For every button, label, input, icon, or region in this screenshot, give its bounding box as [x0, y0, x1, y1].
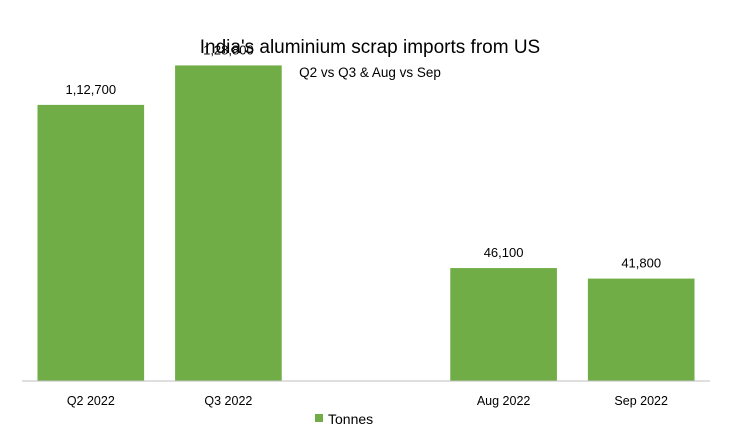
tick-labels-group: Q2 2022 Q3 2022 Aug 2022 Sep 2022: [67, 394, 668, 408]
data-label-0: 1,12,700: [65, 82, 116, 97]
x-tick-label-4: Sep 2022: [614, 394, 668, 408]
bar-3: [450, 268, 557, 381]
legend-label: Tonnes: [328, 411, 373, 427]
bar-0: [37, 104, 145, 381]
bar-1: [175, 65, 282, 381]
x-tick-label-0: Q2 2022: [67, 394, 115, 408]
bars-group: [37, 65, 695, 381]
chart-subtitle: Q2 vs Q3 & Aug vs Sep: [299, 65, 441, 80]
bar-4: [587, 278, 695, 381]
data-label-1: 1,28,800: [203, 42, 254, 57]
x-tick-label-3: Aug 2022: [477, 394, 531, 408]
data-label-3: 46,100: [484, 245, 524, 260]
chart-title: India's aluminium scrap imports from US: [200, 37, 540, 58]
data-label-4: 41,800: [621, 256, 661, 271]
data-labels-group: 1,12,700 1,28,800 46,100 41,800: [65, 42, 661, 270]
x-tick-label-1: Q3 2022: [204, 394, 252, 408]
legend-swatch: [315, 414, 323, 422]
legend: Tonnes: [315, 411, 373, 427]
